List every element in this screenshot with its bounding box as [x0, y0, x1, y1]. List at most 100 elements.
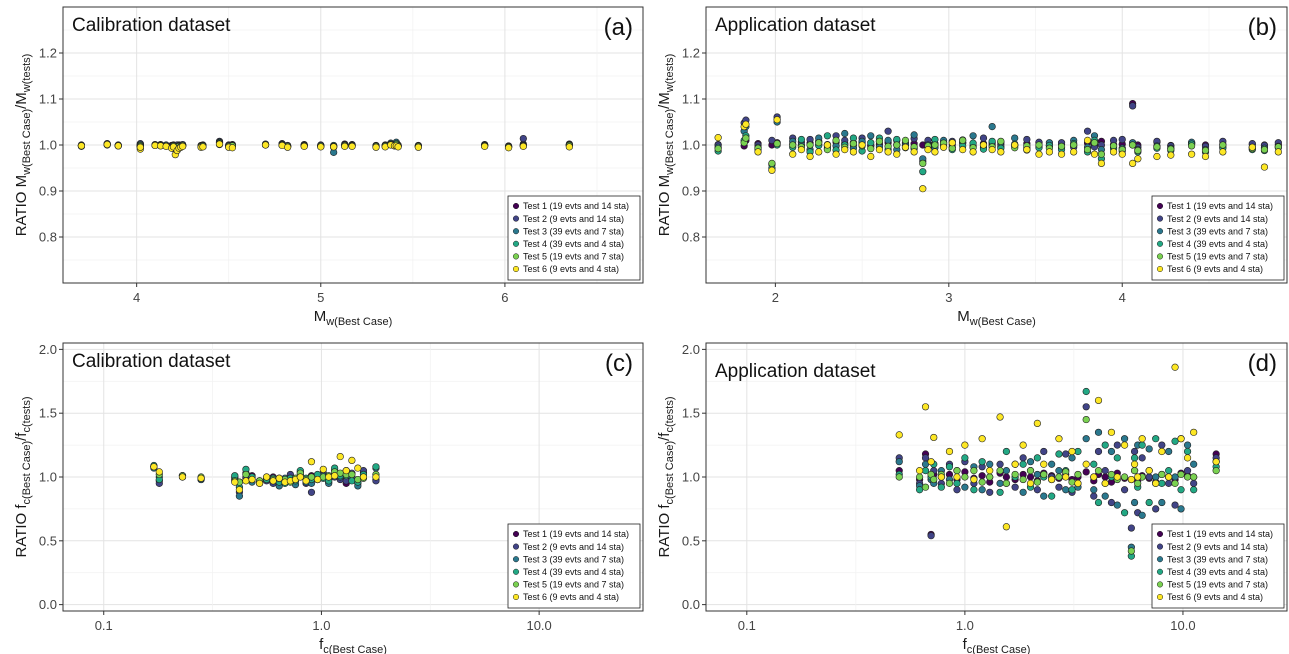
- data-point: [1120, 473, 1129, 481]
- data-point: [1153, 143, 1161, 151]
- legend-label: Test 1 (19 evts and 14 sta): [1167, 529, 1273, 539]
- legend-swatch: [1156, 240, 1164, 247]
- data-point: [1055, 467, 1063, 475]
- data-point: [895, 458, 903, 466]
- data-point: [1033, 470, 1041, 479]
- panel-label: (c): [605, 350, 633, 377]
- legend-label: Test 3 (39 evts and 7 sta): [1167, 226, 1268, 236]
- data-point: [754, 148, 762, 156]
- legend-swatch: [512, 215, 520, 222]
- data-point: [815, 148, 823, 156]
- legend-label: Test 4 (39 evts and 4 sta): [1167, 567, 1268, 577]
- x-tick-label: 10.0: [526, 618, 551, 633]
- data-point: [867, 145, 875, 153]
- y-tick-label: 1.0: [39, 138, 57, 153]
- data-point: [1055, 473, 1063, 481]
- y-axis-title-num-sub: c(Best Case): [21, 441, 33, 505]
- data-point: [1129, 141, 1137, 149]
- data-point: [341, 142, 349, 150]
- y-tick-label: 0.5: [39, 533, 57, 548]
- legend: Test 1 (19 evts and 14 sta) Test 2 (9 evt…: [1151, 523, 1285, 609]
- data-point: [1090, 150, 1099, 158]
- data-point: [1167, 151, 1175, 159]
- data-point: [136, 143, 144, 151]
- data-point: [875, 137, 884, 145]
- data-point: [1033, 454, 1041, 462]
- data-point: [150, 463, 158, 471]
- y-axis-title-prefix: RATIO: [13, 509, 30, 558]
- y-axis-title-num: f: [656, 504, 673, 509]
- dataset-title: Calibration dataset: [72, 351, 231, 372]
- data-point: [1011, 460, 1019, 468]
- data-point: [961, 441, 969, 449]
- data-point: [1145, 498, 1153, 507]
- data-point: [1082, 415, 1090, 424]
- data-point: [1068, 486, 1076, 494]
- x-axis-title-main: M: [314, 308, 327, 325]
- legend: Test 1 (19 evts and 14 sta) Test 2 (9 evt…: [1151, 195, 1285, 281]
- data-point: [1055, 435, 1063, 443]
- legend-box: [507, 195, 641, 281]
- data-point: [565, 143, 573, 151]
- data-point: [895, 431, 903, 439]
- x-tick-label: 4: [1119, 290, 1126, 305]
- legend-label: Test 5 (19 evts and 7 sta): [1167, 252, 1268, 262]
- data-point: [901, 136, 910, 144]
- data-point: [1158, 470, 1166, 479]
- data-point: [849, 148, 858, 156]
- data-point: [1083, 146, 1092, 154]
- legend-label: Test 3 (39 evts and 7 sta): [1167, 554, 1268, 564]
- data-point: [1070, 148, 1078, 156]
- data-point: [978, 472, 986, 480]
- panel-label: (d): [1248, 350, 1277, 377]
- panel-c: 0.00.51.01.52.00.1 1.0 10.0fc(Best Case)RA…: [13, 342, 644, 654]
- data-point: [1026, 473, 1035, 481]
- x-axis-title-sub: w(Best Case): [325, 316, 392, 328]
- data-point: [1138, 511, 1146, 519]
- y-tick-label: 0.8: [682, 230, 700, 245]
- data-point: [1109, 148, 1118, 156]
- data-point: [1127, 524, 1135, 532]
- data-point: [1019, 488, 1027, 496]
- data-point: [336, 452, 344, 461]
- legend: Test 1 (19 evts and 14 sta) Test 2 (9 evt…: [507, 195, 641, 281]
- x-tick-label: 1.0: [312, 618, 330, 633]
- x-axis-title-sub: w(Best Case): [969, 316, 1036, 328]
- data-point: [927, 532, 935, 540]
- y-axis-title-slash: /: [656, 436, 673, 441]
- legend-swatch: [1156, 543, 1164, 550]
- data-point: [317, 143, 325, 151]
- data-point: [1113, 501, 1121, 509]
- legend-label: Test 6 (9 evts and 4 sta): [1167, 264, 1263, 274]
- dataset-title: Application dataset: [715, 361, 876, 382]
- data-point: [1118, 150, 1126, 158]
- data-point: [1120, 509, 1129, 517]
- data-point: [372, 473, 380, 481]
- data-point: [1190, 486, 1198, 494]
- x-axis-title-sub: c(Best Case): [323, 644, 387, 654]
- data-point: [1171, 501, 1179, 509]
- y-axis-title-num-sub: w(Best Case): [664, 109, 676, 176]
- data-point: [1011, 470, 1019, 479]
- data-point: [986, 488, 994, 496]
- data-point: [1167, 145, 1175, 153]
- data-point: [1138, 435, 1146, 443]
- data-point: [893, 150, 901, 158]
- data-point: [996, 413, 1004, 421]
- data-point: [1201, 146, 1210, 155]
- legend-swatch: [1156, 581, 1164, 588]
- data-point: [768, 159, 776, 167]
- data-point: [1094, 467, 1103, 475]
- data-point: [1177, 470, 1185, 479]
- data-point: [178, 473, 187, 481]
- data-point: [996, 479, 1004, 487]
- panel-label: (b): [1248, 14, 1277, 41]
- data-point: [986, 467, 994, 475]
- legend-swatch: [512, 202, 520, 210]
- data-point: [815, 139, 823, 147]
- y-tick-label: 2.0: [39, 342, 57, 357]
- data-point: [325, 473, 333, 481]
- y-axis-title-den: M: [656, 92, 673, 105]
- y-axis-title: RATIO fc(Best Case)/fc(tests): [13, 396, 33, 557]
- y-tick-label: 1.0: [682, 138, 700, 153]
